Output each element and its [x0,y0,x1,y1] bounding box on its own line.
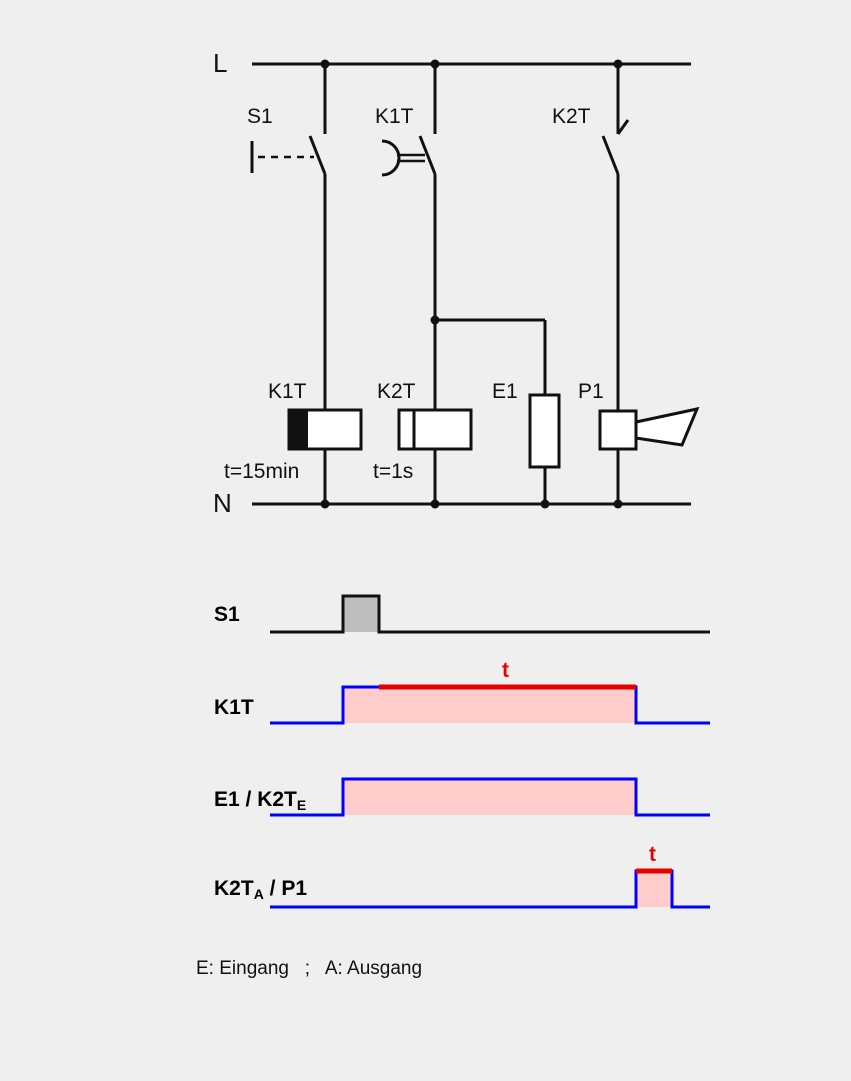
k1t-delay-arc [381,139,401,177]
rail-n-label: N [213,488,232,518]
timing-label-e1-sub: E [297,797,306,813]
k2t-contact-hook [616,119,630,135]
e1-signal [270,777,710,817]
timing-label-k2t-tail: / P1 [264,877,308,900]
timing-row-k1t: K1T t [214,659,710,725]
k1t-timer-label: t [502,659,509,682]
timing-diagram: S1 K1T t E1 / K2TE K2TA / P1 t [214,594,710,909]
k1t-contact-blade [418,135,437,175]
circuit-diagram: L N S1 K1T t=15min K1T [213,48,700,518]
e1-label: E1 [492,380,518,403]
branch-k1t: K1T K2T t=1s [373,64,545,504]
p1-horn-body [598,409,638,451]
k1t-time-label: t=15min [224,460,299,483]
k1t-active-fill [343,687,636,723]
timing-label-e1: E1 / K2TE [214,788,306,813]
k1t-contact-label: K1T [375,105,414,128]
timing-label-e1-main: E1 / K2T [214,788,297,811]
k1t-coil-delay-marker [289,410,308,449]
timing-label-k1t: K1T [214,696,254,719]
e1-load [528,393,561,469]
k2t-timer-label: t [649,843,656,866]
k2t-contact-label: K2T [552,105,591,128]
k2t-contact-blade [601,135,620,175]
timing-row-s1: S1 [214,594,710,634]
timing-row-e1: E1 / K2TE [214,777,710,817]
branch-k2t: K2T P1 [552,64,700,504]
branch-e1: E1 [492,320,561,504]
legend-text: E: Eingang ; A: Ausgang [196,958,422,979]
k2t-coil [397,408,473,451]
k1t-coil-label: K1T [268,380,307,403]
p1-horn-icon [634,406,700,447]
timing-label-k2t: K2TA / P1 [214,877,307,902]
p1-label: P1 [578,380,604,403]
k2t-time-label: t=1s [373,460,413,483]
timing-label-k2t-sub: A [254,886,264,902]
k2t-coil-label: K2T [377,380,416,403]
timing-label-k2t-main: K2T [214,877,254,900]
s1-contact-blade [308,135,327,175]
rail-l-label: L [213,48,227,78]
s1-contact-label: S1 [247,105,273,128]
s1-pulse-fill [343,596,379,632]
timing-label-s1: S1 [214,603,240,626]
branch-s1: S1 K1T t=15min [224,64,363,504]
p1-active-fill [636,871,672,907]
timing-row-k2t: K2TA / P1 t [214,843,710,909]
e1-active-fill [343,779,636,815]
s1-signal [270,594,710,634]
